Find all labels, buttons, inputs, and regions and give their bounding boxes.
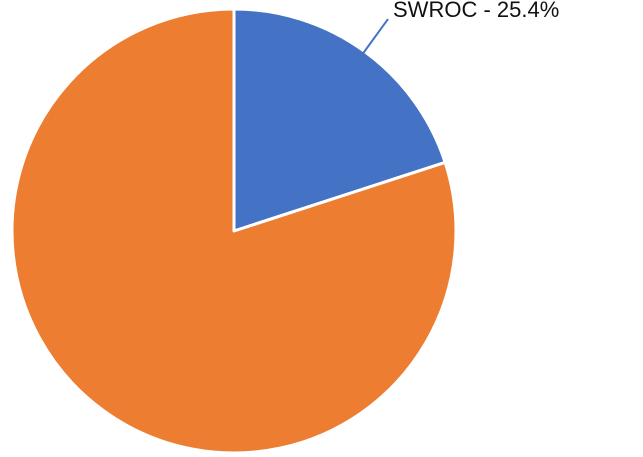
pie-labels: SWROC - 25.4% [348, 0, 559, 71]
pie-label-leader-0 [348, 18, 389, 71]
pie-slice-1 [10, 7, 458, 455]
pie-slices [10, 7, 458, 455]
pie-slice-label-0: SWROC - 25.4% [393, 0, 559, 22]
